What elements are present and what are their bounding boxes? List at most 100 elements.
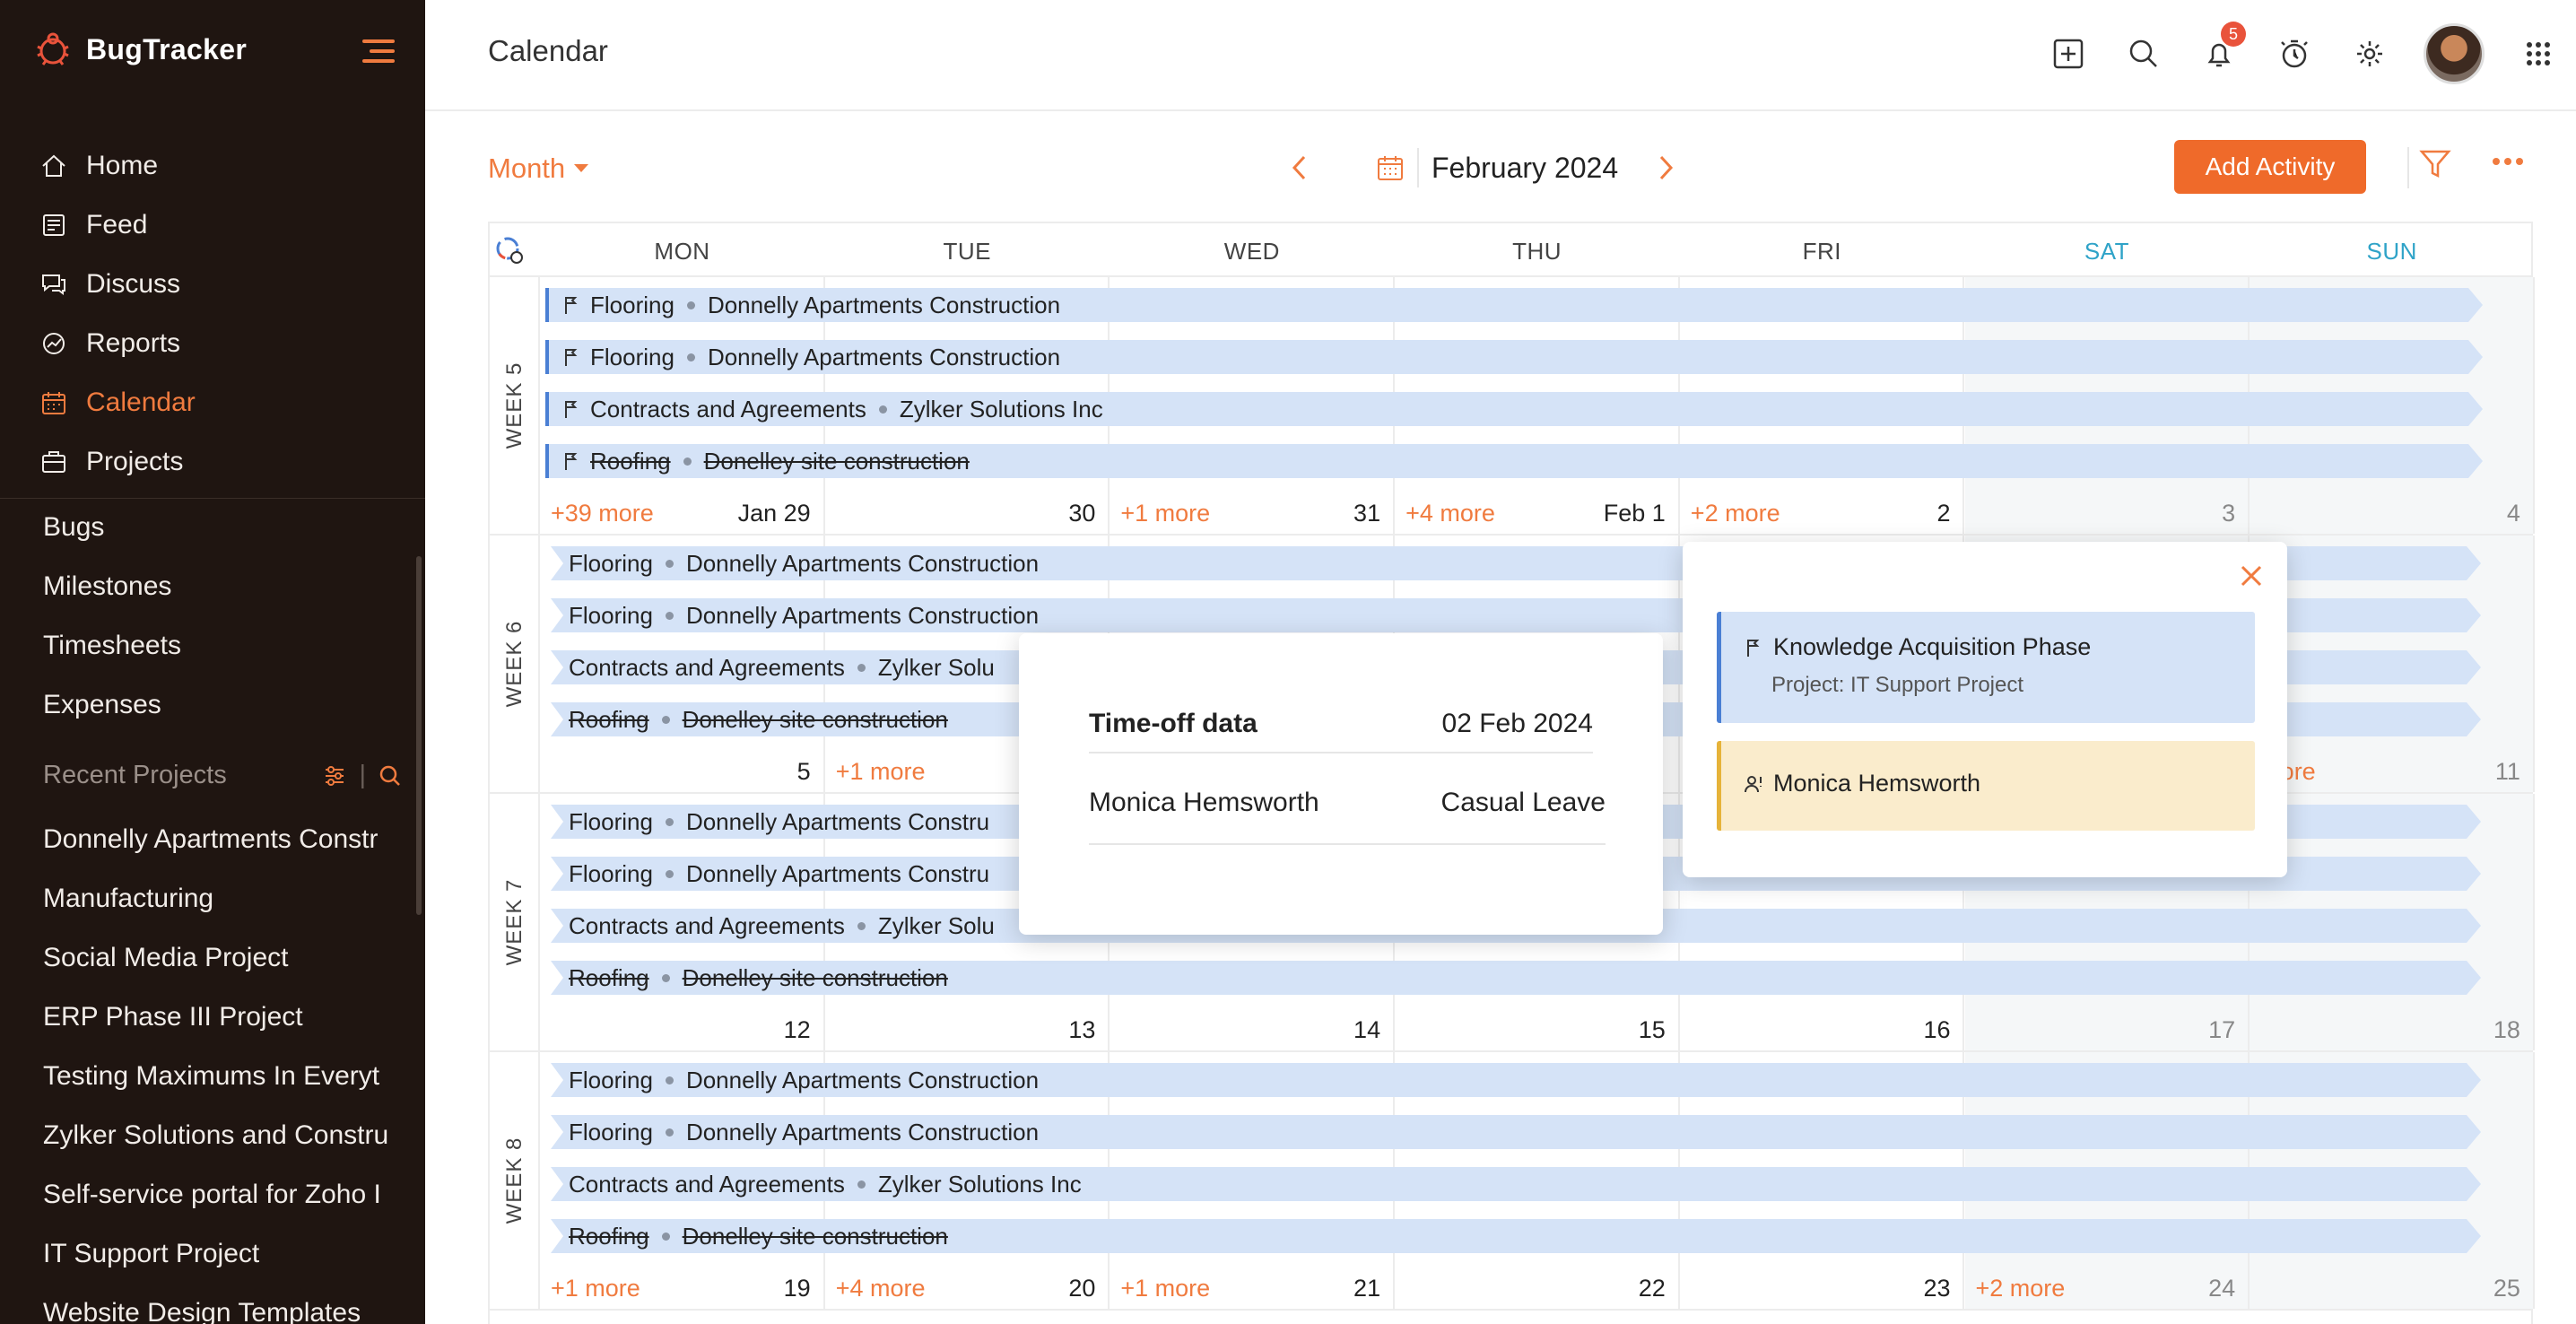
sidebar-item-reports[interactable]: Reports	[0, 314, 425, 373]
day-number: 17	[2208, 1016, 2236, 1043]
sidebar-item-home[interactable]: Home	[0, 136, 425, 196]
activity-bar[interactable]: Contracts and Agreements Zylker Solutions…	[551, 1167, 2481, 1201]
calendar-icon	[42, 392, 65, 414]
recent-project-item[interactable]: Website Design Templates	[43, 1298, 361, 1324]
activity-project: Donnelly Apartments Construction	[685, 549, 1040, 577]
top-header: Calendar 5	[425, 0, 2576, 111]
gear-icon	[2357, 41, 2382, 66]
date-row: +1 more 19 +4 more 20 +1 more 21 22 23 +2 more 24…	[540, 1264, 2535, 1309]
activity-bar[interactable]: Roofing Donelley site construction	[551, 961, 2481, 995]
separator-dot	[687, 301, 695, 309]
activity-bar[interactable]: Flooring Donnelly Apartments Construction	[545, 340, 2483, 374]
view-selector[interactable]: Month	[488, 152, 589, 185]
activity-bar[interactable]: Flooring Donnelly Apartments Construction	[545, 288, 2483, 322]
more-activities-link[interactable]: +2 more	[1690, 500, 1780, 527]
menu-toggle-icon[interactable]	[362, 39, 395, 63]
activity-bar[interactable]: Flooring Donnelly Apartments Construction	[551, 1063, 2481, 1097]
week-row: WEEK 5 Flooring Donnelly Apartments Constr…	[490, 277, 2535, 536]
add-activity-button[interactable]: Add Activity	[2174, 140, 2366, 194]
sub-nav-item[interactable]: Milestones	[43, 571, 172, 601]
sidebar-item-label: Projects	[86, 447, 184, 476]
next-month-button[interactable]	[1643, 145, 1688, 190]
quick-add-button[interactable]	[2031, 22, 2106, 86]
filter-button[interactable]	[2407, 147, 2451, 188]
activity-project: Donnelly Apartments Construction	[707, 343, 1061, 370]
recent-project-item[interactable]: Social Media Project	[43, 943, 289, 972]
apps-button[interactable]	[2501, 22, 2576, 86]
more-activities-link[interactable]: +1 more	[1120, 1275, 1211, 1302]
chevron-right-icon	[1660, 155, 1674, 180]
date-picker-button[interactable]	[1376, 148, 1419, 187]
view-label: Month	[488, 152, 566, 184]
sidebar-item-calendar[interactable]: Calendar	[0, 373, 425, 432]
more-activities-link[interactable]: +1 more	[1120, 500, 1211, 527]
recent-project-item[interactable]: ERP Phase III Project	[43, 1002, 303, 1032]
day-number: Feb 1	[1603, 500, 1666, 527]
milestone-title: Knowledge Acquisition Phase	[1773, 633, 2092, 660]
brand[interactable]: BugTracker	[32, 29, 247, 70]
search-icon	[2129, 39, 2157, 67]
week-label: WEEK 6	[490, 536, 540, 792]
day-number: 23	[1923, 1275, 1951, 1302]
activity-project: Donnelly Apartments Construction	[685, 1066, 1040, 1093]
milestone-card[interactable]: Knowledge Acquisition Phase Project: IT …	[1717, 612, 2255, 723]
activity-project: Donnelly Apartments Constru	[685, 859, 990, 887]
recent-project-item[interactable]: Testing Maximums In Everyt	[43, 1061, 380, 1091]
day-number: 22	[1638, 1275, 1666, 1302]
sidebar-item-label: Reports	[86, 328, 181, 358]
recent-project-item[interactable]: IT Support Project	[43, 1239, 260, 1268]
close-icon[interactable]	[2233, 558, 2269, 594]
filter-sliders-icon[interactable]	[323, 764, 346, 788]
main-nav: Home Feed Discuss Reports Calendar Projects	[0, 136, 425, 492]
timer-button[interactable]	[2257, 22, 2332, 86]
recent-project-item[interactable]: Manufacturing	[43, 884, 214, 913]
sidebar-item-discuss[interactable]: Discuss	[0, 255, 425, 314]
day-number: 5	[796, 758, 811, 785]
timeoff-entry-row[interactable]: Monica Hemsworth Casual Leave	[1089, 788, 1606, 845]
search-button[interactable]	[2106, 22, 2181, 86]
separator-dot	[879, 405, 887, 414]
more-activities-link[interactable]: +39 more	[551, 500, 654, 527]
timeoff-header-row: Time-off data 02 Feb 2024	[1089, 709, 1593, 753]
plus-square-icon	[2053, 39, 2084, 69]
more-activities-link[interactable]: +2 more	[1975, 1275, 2066, 1302]
activity-bar[interactable]: Contracts and Agreements Zylker Solutions…	[545, 392, 2483, 426]
more-options-button[interactable]	[2492, 154, 2524, 170]
leave-card[interactable]: Monica Hemsworth	[1717, 741, 2255, 831]
sidebar-item-projects[interactable]: Projects	[0, 432, 425, 492]
recent-project-item[interactable]: Self-service portal for Zoho I	[43, 1180, 381, 1209]
discuss-icon	[42, 274, 65, 295]
more-activities-link[interactable]: +1 more	[551, 1275, 640, 1302]
week-label-text: WEEK 5	[502, 361, 527, 449]
sidebar-scrollbar[interactable]	[416, 556, 422, 915]
activity-bar[interactable]: Flooring Donnelly Apartments Construction	[551, 1115, 2481, 1149]
notifications-button[interactable]: 5	[2181, 22, 2257, 86]
settings-button[interactable]	[2332, 22, 2407, 86]
activity-bar[interactable]: Roofing Donelley site construction	[551, 1219, 2481, 1253]
activity-bar[interactable]: Flooring Donnelly Apartments Construction	[551, 546, 2481, 580]
leave-person: Monica Hemsworth	[1773, 770, 1981, 797]
bell-icon	[2207, 43, 2231, 67]
milestone-title-row: Knowledge Acquisition Phase	[1743, 633, 2091, 661]
search-icon[interactable]	[379, 764, 402, 788]
prev-month-button[interactable]	[1277, 145, 1322, 190]
more-activities-link[interactable]: +1 more	[835, 758, 926, 785]
more-activities-link[interactable]: +4 more	[1405, 500, 1495, 527]
sub-nav-item[interactable]: Timesheets	[43, 631, 181, 660]
activity-project: Donnelly Apartments Construction	[707, 291, 1061, 318]
sidebar-item-feed[interactable]: Feed	[0, 196, 425, 255]
day-number: 16	[1923, 1016, 1951, 1043]
more-activities-link[interactable]: +4 more	[835, 1275, 926, 1302]
recent-project-item[interactable]: Donnelly Apartments Constr	[43, 824, 379, 854]
calendar-settings-icon[interactable]	[493, 234, 526, 266]
activity-project: Donnelly Apartments Construction	[685, 1118, 1040, 1145]
activity-bar[interactable]: Roofing Donelley site construction	[545, 444, 2483, 478]
sub-nav-item[interactable]: Bugs	[43, 512, 105, 542]
separator-dot	[666, 560, 674, 568]
sub-nav-item[interactable]: Expenses	[43, 690, 161, 719]
day-number: 3	[2222, 500, 2236, 527]
user-avatar[interactable]	[2424, 23, 2485, 84]
separator-dot	[666, 1076, 674, 1084]
recent-project-item[interactable]: Zylker Solutions and Constru	[43, 1120, 389, 1150]
